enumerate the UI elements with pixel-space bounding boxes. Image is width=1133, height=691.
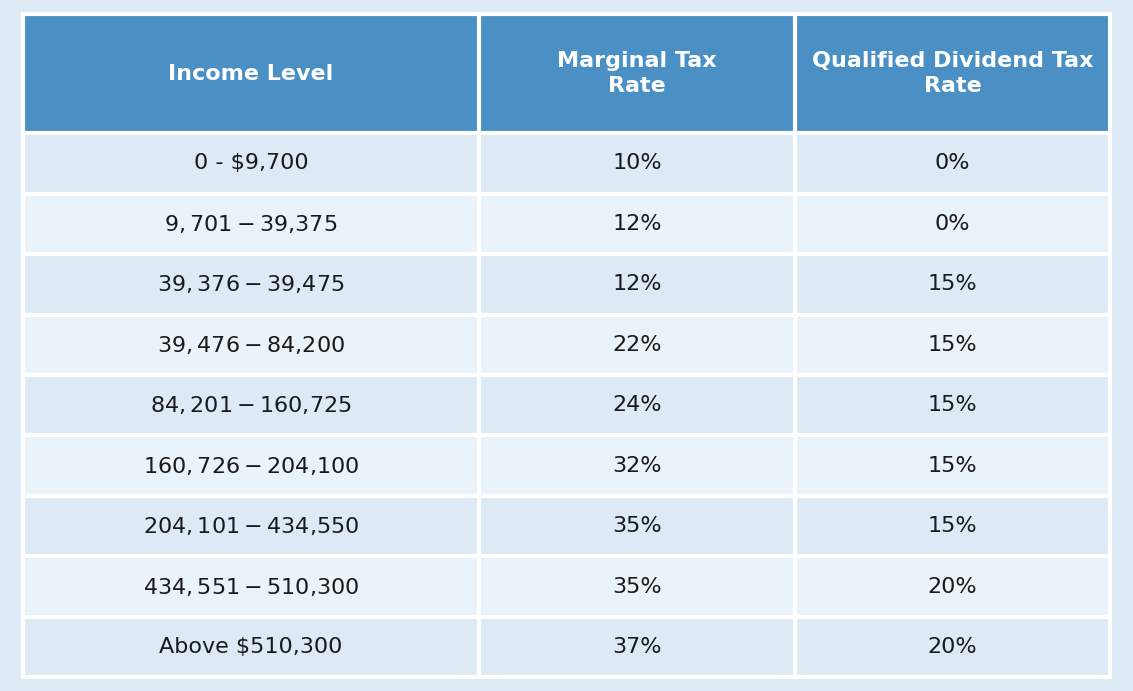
- Text: $39,376 - $39,475: $39,376 - $39,475: [157, 274, 344, 295]
- Bar: [23, 193, 479, 254]
- Bar: [479, 193, 795, 254]
- Text: 20%: 20%: [928, 637, 978, 657]
- Bar: [795, 133, 1110, 193]
- Text: 0%: 0%: [935, 214, 970, 234]
- Text: 12%: 12%: [613, 274, 662, 294]
- Bar: [479, 496, 795, 556]
- Text: 15%: 15%: [928, 334, 978, 354]
- Bar: [795, 496, 1110, 556]
- Bar: [795, 314, 1110, 375]
- Bar: [795, 375, 1110, 435]
- Bar: [479, 133, 795, 193]
- Bar: [479, 375, 795, 435]
- Text: 35%: 35%: [613, 516, 662, 536]
- Text: $160,726 - $204,100: $160,726 - $204,100: [143, 455, 359, 477]
- Bar: [795, 556, 1110, 617]
- Text: 24%: 24%: [613, 395, 662, 415]
- Text: 0 - $9,700: 0 - $9,700: [194, 153, 308, 173]
- Bar: [479, 314, 795, 375]
- Bar: [479, 14, 795, 133]
- Bar: [23, 617, 479, 677]
- Bar: [479, 617, 795, 677]
- Bar: [23, 496, 479, 556]
- Text: Above $510,300: Above $510,300: [160, 637, 343, 657]
- Bar: [795, 617, 1110, 677]
- Text: $204,101 - $434,550: $204,101 - $434,550: [143, 515, 359, 537]
- Text: $39,476 - $84,200: $39,476 - $84,200: [157, 334, 346, 356]
- Bar: [23, 133, 479, 193]
- Bar: [795, 254, 1110, 314]
- Text: 15%: 15%: [928, 516, 978, 536]
- Text: 15%: 15%: [928, 395, 978, 415]
- Text: Income Level: Income Level: [169, 64, 334, 84]
- Text: 10%: 10%: [613, 153, 662, 173]
- Text: 12%: 12%: [613, 214, 662, 234]
- Text: 37%: 37%: [613, 637, 662, 657]
- Text: 32%: 32%: [613, 455, 662, 475]
- Bar: [795, 193, 1110, 254]
- Bar: [23, 375, 479, 435]
- Bar: [23, 14, 479, 133]
- Bar: [479, 435, 795, 496]
- Bar: [23, 254, 479, 314]
- Text: 0%: 0%: [935, 153, 970, 173]
- Bar: [23, 556, 479, 617]
- Text: Marginal Tax
Rate: Marginal Tax Rate: [557, 51, 717, 96]
- Text: 15%: 15%: [928, 455, 978, 475]
- Bar: [795, 14, 1110, 133]
- Bar: [23, 314, 479, 375]
- Text: 15%: 15%: [928, 274, 978, 294]
- Bar: [479, 556, 795, 617]
- Text: 35%: 35%: [613, 576, 662, 596]
- Text: 22%: 22%: [613, 334, 662, 354]
- Bar: [479, 254, 795, 314]
- Bar: [23, 435, 479, 496]
- Text: 20%: 20%: [928, 576, 978, 596]
- Text: $434,551 - $510,300: $434,551 - $510,300: [143, 576, 359, 598]
- Bar: [795, 435, 1110, 496]
- Text: Qualified Dividend Tax
Rate: Qualified Dividend Tax Rate: [812, 51, 1093, 96]
- Text: $84,201 - $160,725: $84,201 - $160,725: [151, 394, 352, 416]
- Text: $9,701 - $39,375: $9,701 - $39,375: [164, 213, 338, 235]
